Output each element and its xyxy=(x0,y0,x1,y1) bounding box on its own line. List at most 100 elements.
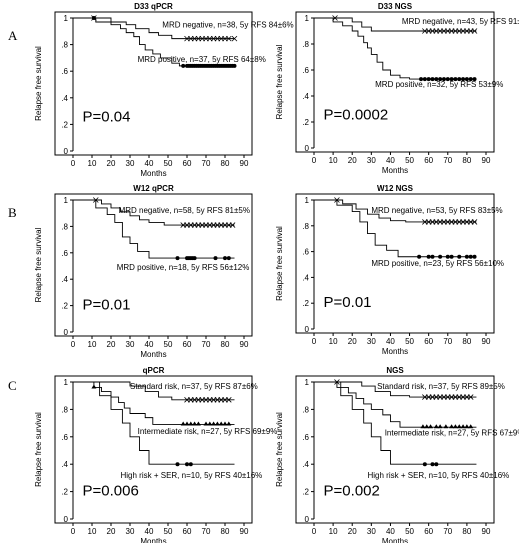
censor-mark xyxy=(188,421,194,426)
km-curve xyxy=(73,17,235,40)
censor-mark xyxy=(449,424,455,429)
y-tick-label: 0 xyxy=(305,515,310,524)
censor-mark xyxy=(175,462,180,467)
x-tick-label: 0 xyxy=(312,337,317,346)
chart-title: W12 NGS xyxy=(377,184,414,193)
y-tick-label: 1 xyxy=(305,378,310,387)
censor-mark xyxy=(226,397,232,403)
y-tick-label: 1 xyxy=(64,196,69,205)
x-tick-label: 80 xyxy=(462,156,471,165)
censor-mark xyxy=(211,421,217,426)
x-tick-label: 90 xyxy=(240,527,249,536)
x-tick-label: 50 xyxy=(164,527,173,536)
x-tick-label: 60 xyxy=(183,527,192,536)
p-value: P=0.01 xyxy=(324,294,372,311)
x-tick-label: 20 xyxy=(107,527,116,536)
x-tick-label: 30 xyxy=(126,340,135,349)
censor-mark xyxy=(223,256,227,261)
censor-mark xyxy=(457,77,462,82)
y-tick-label: .8 xyxy=(302,40,309,49)
x-tick-label: 70 xyxy=(443,337,452,346)
x-tick-label: 0 xyxy=(71,340,76,349)
x-tick-label: 70 xyxy=(443,156,452,165)
x-axis-label: Months xyxy=(382,537,408,543)
y-tick-label: .4 xyxy=(302,92,309,101)
censor-mark xyxy=(468,77,473,82)
p-value: P=0.04 xyxy=(83,109,131,126)
censor-mark xyxy=(460,424,466,429)
censor-mark xyxy=(192,421,198,426)
censor-mark xyxy=(214,421,220,426)
censor-mark xyxy=(213,256,218,261)
x-tick-label: 40 xyxy=(386,156,395,165)
x-tick-label: 10 xyxy=(88,159,97,168)
y-tick-label: 0 xyxy=(305,144,310,153)
y-axis-label: Relapse free survival xyxy=(34,227,43,302)
y-tick-label: .8 xyxy=(302,405,309,414)
series-label: Intermediate risk, n=27, 5y RFS 67±9% xyxy=(385,428,519,437)
y-tick-label: .8 xyxy=(61,41,68,50)
p-value: P=0.002 xyxy=(324,483,380,500)
censor-mark xyxy=(181,63,186,68)
x-tick-label: 40 xyxy=(386,527,395,536)
x-axis-label: Months xyxy=(382,347,408,356)
p-value: P=0.0002 xyxy=(324,106,389,123)
censor-mark xyxy=(430,462,435,467)
x-tick-label: 20 xyxy=(107,340,116,349)
censor-mark xyxy=(445,254,450,259)
x-tick-label: 70 xyxy=(443,527,452,536)
y-tick-label: .4 xyxy=(61,275,68,284)
x-tick-label: 50 xyxy=(405,527,414,536)
censor-mark xyxy=(426,77,431,82)
y-tick-label: .6 xyxy=(302,248,309,257)
y-tick-label: .2 xyxy=(61,120,68,129)
censor-mark xyxy=(472,77,477,82)
censor-mark xyxy=(422,77,427,82)
series-label: MRD negative, n=43, 5y RFS 91±5% xyxy=(402,17,519,26)
censor-mark xyxy=(232,63,237,68)
x-tick-label: 70 xyxy=(202,340,211,349)
censor-mark xyxy=(441,77,446,82)
y-tick-label: .2 xyxy=(302,488,309,497)
km-curve xyxy=(314,17,477,32)
censor-mark xyxy=(420,424,426,429)
km-curve xyxy=(73,381,235,465)
series-label: Standard risk, n=37, 5y RFS 87±6% xyxy=(130,382,258,391)
x-tick-label: 60 xyxy=(183,340,192,349)
censor-mark xyxy=(433,424,439,429)
x-tick-label: 50 xyxy=(164,340,173,349)
x-tick-label: 80 xyxy=(221,340,230,349)
censor-mark xyxy=(453,77,458,82)
x-tick-label: 50 xyxy=(405,337,414,346)
x-tick-label: 60 xyxy=(183,159,192,168)
chart-title: D33 NGS xyxy=(378,2,413,11)
censor-mark xyxy=(428,424,434,429)
censor-mark xyxy=(422,462,427,467)
series-label: MRD positive, n=32, 5y RFS 53±9% xyxy=(375,80,503,89)
y-axis-label: Relapse free survival xyxy=(34,412,43,487)
x-tick-label: 50 xyxy=(164,159,173,168)
censor-mark xyxy=(430,254,435,259)
censor-mark xyxy=(207,421,213,426)
series-label: Intermediate risk, n=27, 5y RFS 69±9% xyxy=(138,427,278,436)
x-tick-label: 70 xyxy=(202,159,211,168)
plot-frame xyxy=(295,193,495,334)
x-tick-label: 60 xyxy=(424,337,433,346)
y-tick-label: .2 xyxy=(61,488,68,497)
censor-mark xyxy=(467,394,474,400)
censor-mark xyxy=(464,77,469,82)
series-label: High risk + SER, n=10, 5y RFS 40±16% xyxy=(121,471,263,480)
y-axis-label: Relapse free survival xyxy=(34,46,43,121)
y-axis-label: Relapse free survival xyxy=(275,44,284,119)
censor-mark xyxy=(417,254,422,259)
chart-title: D33 qPCR xyxy=(134,2,173,11)
x-tick-label: 0 xyxy=(312,156,317,165)
censor-mark xyxy=(192,256,197,261)
y-tick-label: 0 xyxy=(64,147,69,156)
x-tick-label: 20 xyxy=(348,337,357,346)
censor-mark xyxy=(468,254,473,259)
x-tick-label: 40 xyxy=(145,159,154,168)
